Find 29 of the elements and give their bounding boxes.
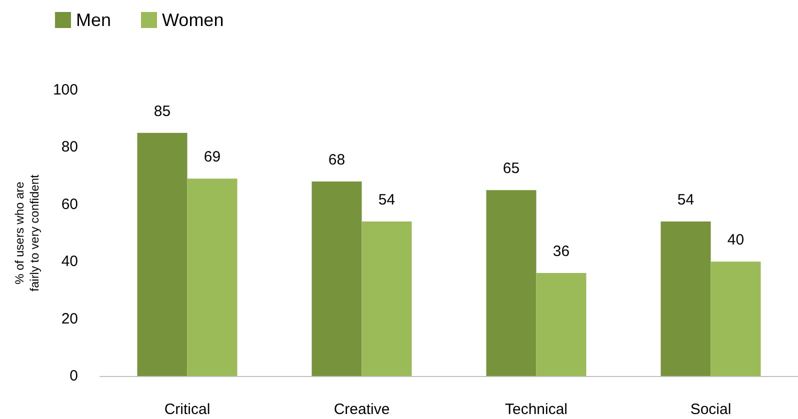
data-label: 69 [204, 148, 221, 166]
data-label: 68 [328, 152, 346, 169]
data-label: 36 [552, 243, 570, 260]
bar [660, 222, 711, 376]
bar [187, 178, 238, 376]
bar [362, 222, 412, 376]
data-label: 54 [677, 192, 694, 209]
x-tick-label: Social [690, 401, 732, 418]
data-label: 54 [378, 192, 396, 209]
y-tick-label: 40 [61, 253, 78, 270]
y-axis-title: % of users who are fairly to very confident [12, 174, 42, 292]
x-tick-label: Creative [334, 401, 390, 418]
bar [312, 182, 362, 376]
y-tick-label: 60 [61, 196, 78, 213]
bar [710, 262, 761, 376]
bar [486, 190, 536, 376]
y-tick-label: 80 [61, 138, 78, 156]
data-label: 85 [154, 102, 171, 120]
legend-label: Men [76, 10, 112, 30]
x-tick-label: Technical [504, 401, 568, 418]
y-tick-label: 20 [61, 310, 78, 328]
x-tick-label: Critical [164, 401, 210, 418]
bar [137, 132, 188, 376]
data-label: 40 [727, 232, 744, 249]
y-tick-label: 100 [52, 82, 78, 98]
legend-label: Women [162, 10, 224, 30]
bar [536, 273, 586, 376]
data-label: 65 [502, 160, 520, 178]
y-tick-label: 0 [70, 368, 78, 384]
